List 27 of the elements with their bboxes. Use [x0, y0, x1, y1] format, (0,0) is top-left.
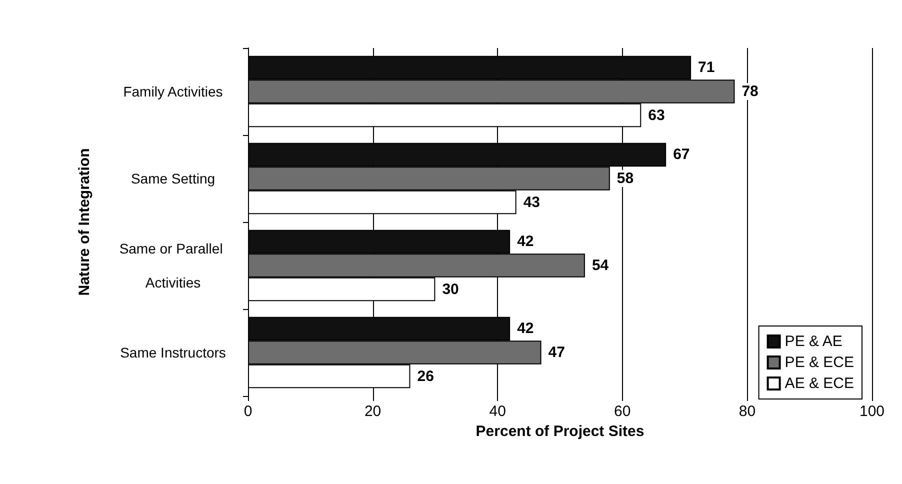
y-tick-label: Same Setting [130, 170, 216, 186]
data-label: 30 [442, 280, 459, 298]
category-label: Same or Parallel Activities [119, 240, 223, 290]
data-label: 63 [648, 106, 665, 124]
x-axis-title: Percent of Project Sites [476, 422, 644, 440]
data-label: 67 [673, 146, 690, 164]
x-tick-label: 20 [364, 403, 382, 420]
x-tick-label: 40 [489, 403, 506, 420]
x-tick-label: 0 [244, 403, 252, 420]
y-tick-label: Family Activities [123, 84, 223, 100]
x-tick-label: 80 [738, 403, 756, 420]
data-label: 42 [517, 233, 534, 250]
y-tick-label: Same Instructors [120, 344, 226, 360]
legend-label: PE & AE [784, 333, 842, 350]
legend-label: PE & ECE [784, 354, 854, 371]
data-label: 78 [742, 83, 758, 100]
data-label: 26 [417, 368, 434, 385]
data-label: 54 [592, 257, 610, 274]
data-label: 58 [616, 170, 634, 187]
data-label: 42 [517, 320, 534, 338]
data-label: 71 [698, 59, 715, 76]
data-label: 43 [523, 194, 540, 211]
x-tick-label: 100 [859, 403, 885, 420]
y-axis-title: Nature of Integration [76, 148, 94, 296]
legend-label: AE & ECE [784, 375, 854, 392]
x-tick-label: 60 [614, 403, 631, 420]
data-label: 47 [548, 344, 565, 361]
